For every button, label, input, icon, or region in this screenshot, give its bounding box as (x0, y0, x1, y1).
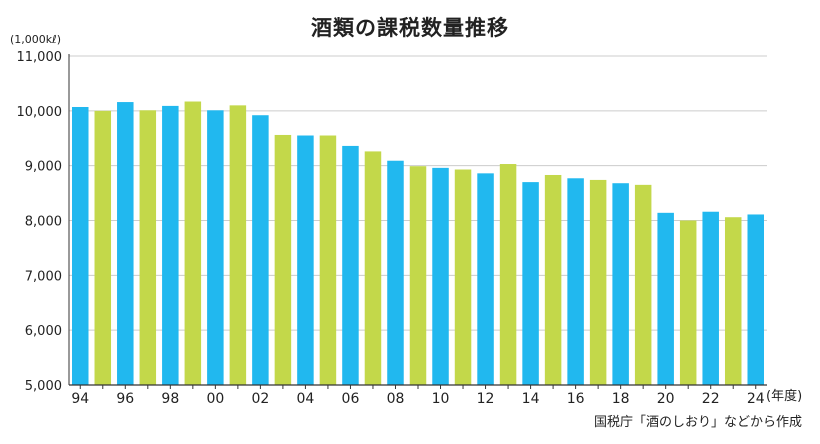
x-tick-label: 18 (612, 391, 630, 407)
bar (657, 212, 674, 385)
bar (387, 160, 404, 385)
bar (72, 106, 89, 386)
bar (364, 151, 382, 385)
bar (117, 102, 134, 385)
bar (724, 217, 742, 385)
bar (454, 169, 472, 385)
bar (342, 145, 359, 385)
bar (477, 173, 494, 385)
y-tick-label: 5,000 (25, 379, 62, 394)
bar (139, 110, 157, 385)
bar (589, 179, 607, 385)
x-tick-label: 02 (251, 391, 269, 407)
x-tick-label: 08 (387, 391, 405, 407)
y-tick-label: 9,000 (25, 160, 62, 175)
source-note: 国税庁「酒のしおり」などから作成 (593, 415, 802, 430)
x-tick-label: 16 (567, 391, 585, 407)
bar (747, 214, 764, 385)
bar (544, 174, 562, 385)
bar (432, 167, 449, 385)
bar (184, 101, 202, 386)
x-tick-label: 94 (71, 391, 89, 407)
x-tick-label: 06 (342, 391, 360, 407)
bar (612, 183, 629, 385)
bar (409, 166, 427, 385)
y-tick-label: 6,000 (25, 324, 62, 339)
y-unit-label: (1,000kℓ) (10, 33, 61, 46)
bar (522, 182, 539, 385)
bar (567, 178, 584, 385)
bar (207, 110, 224, 385)
bar (94, 110, 112, 385)
bar (499, 164, 517, 385)
x-tick-label: 24 (747, 391, 765, 407)
bar (162, 105, 179, 386)
x-tick-label: 12 (477, 391, 495, 407)
x-tick-label: 14 (522, 391, 540, 407)
bar (679, 220, 697, 385)
bar (274, 134, 292, 385)
x-tick-label: 20 (657, 391, 675, 407)
x-tick-label: 96 (116, 391, 134, 407)
y-tick-label: 10,000 (17, 105, 63, 120)
bar (634, 184, 652, 385)
bar (319, 135, 337, 385)
bar (252, 115, 269, 385)
chart-title: 酒類の課税数量推移 (311, 16, 509, 40)
y-tick-label: 7,000 (25, 269, 62, 284)
bar (702, 211, 719, 385)
y-tick-label: 8,000 (25, 215, 62, 230)
x-tick-label: 98 (161, 391, 179, 407)
x-tick-label: 10 (432, 391, 450, 407)
x-tick-label: 04 (297, 391, 315, 407)
bar (297, 135, 314, 385)
y-tick-label: 11,000 (17, 50, 63, 65)
x-tick-label: 00 (206, 391, 224, 407)
x-unit-label: (年度) (766, 389, 803, 404)
bar (229, 105, 247, 385)
x-tick-label: 22 (702, 391, 720, 407)
